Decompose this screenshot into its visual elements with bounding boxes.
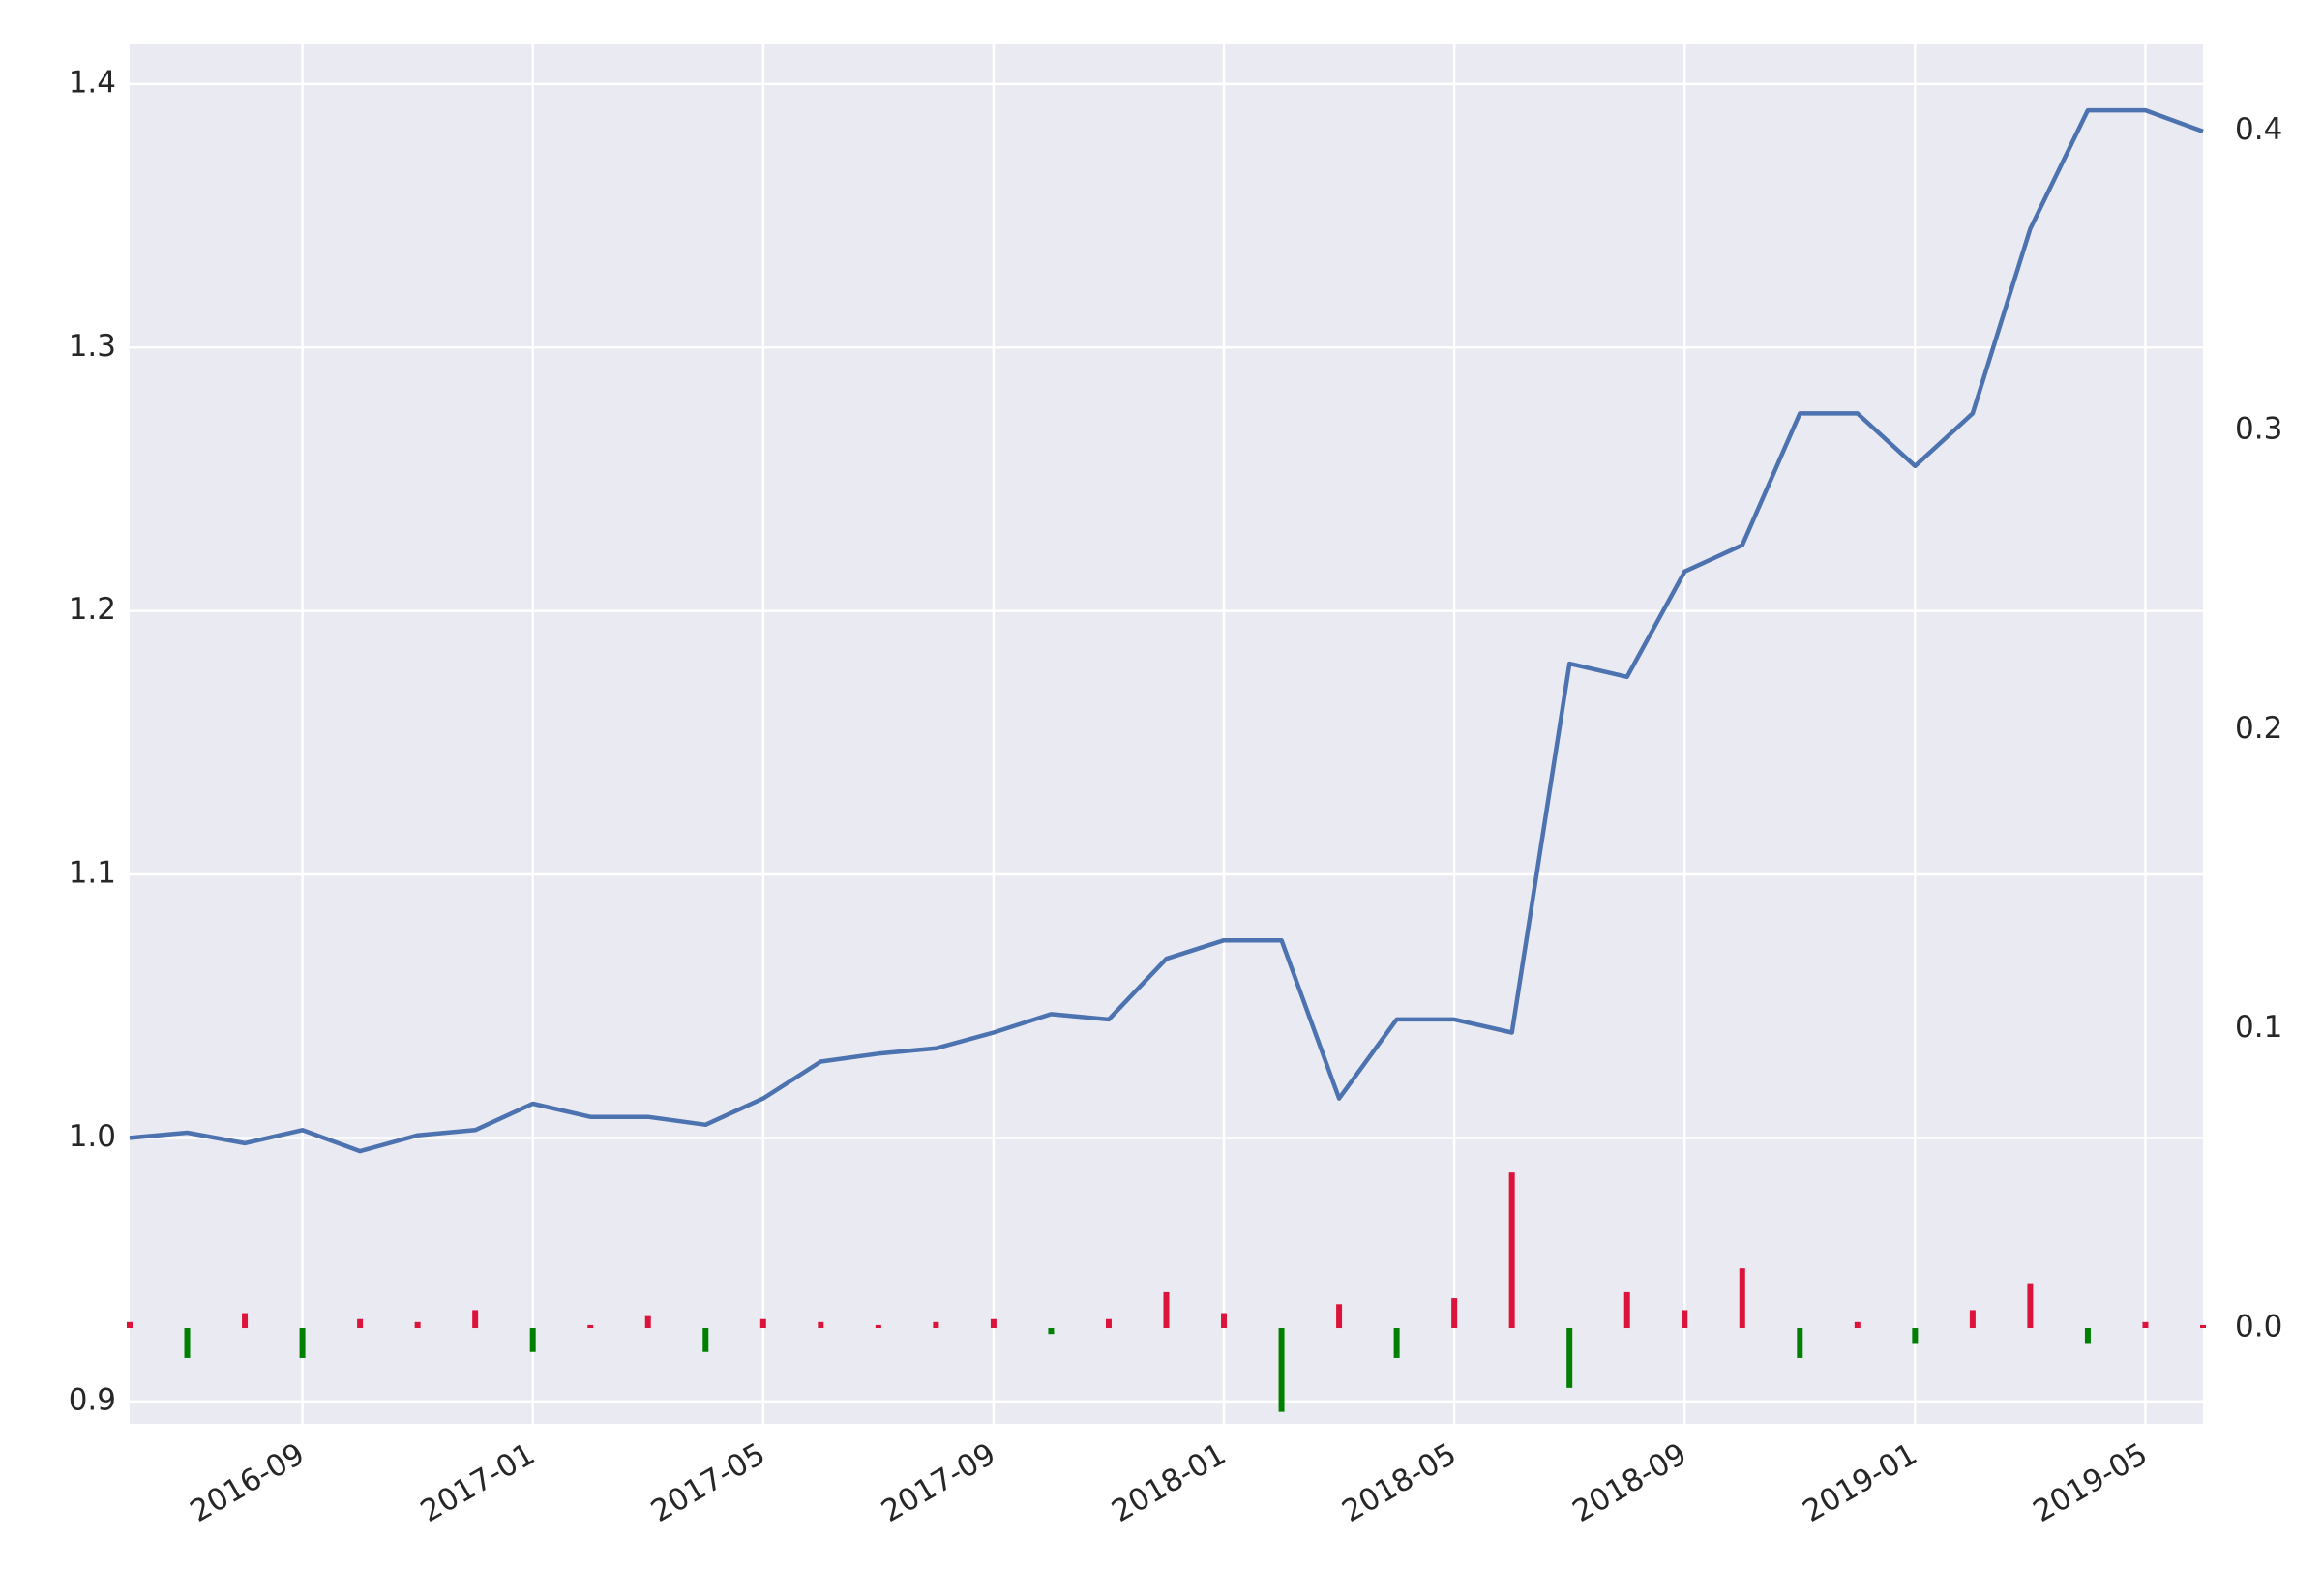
bar: [184, 1328, 191, 1358]
y2-tick-label: 0.0: [2235, 1310, 2282, 1345]
bar: [818, 1321, 824, 1329]
bar: [2084, 1328, 2091, 1344]
bar: [299, 1328, 306, 1358]
bar: [1854, 1321, 1861, 1329]
plot-area: [130, 44, 2203, 1424]
bar: [1566, 1328, 1573, 1388]
bar: [759, 1318, 766, 1329]
bar: [875, 1324, 881, 1329]
bar: [1508, 1172, 1515, 1329]
x-tick-label: 2017-09: [876, 1436, 1001, 1529]
x-tick-label: 2016-09: [185, 1436, 311, 1529]
x-tick-label: 2017-05: [645, 1436, 771, 1529]
y2-tick-label: 0.3: [2235, 412, 2282, 447]
y-tick-label: 1.4: [69, 65, 116, 100]
y-tick-label: 0.9: [69, 1382, 116, 1417]
y2-tick-label: 0.1: [2235, 1010, 2282, 1045]
bar: [2027, 1283, 2034, 1329]
bar: [1393, 1328, 1400, 1358]
x-tick-label: 2019-01: [1797, 1436, 1922, 1529]
bar: [2200, 1324, 2206, 1329]
bar: [990, 1318, 997, 1329]
bar: [472, 1310, 479, 1329]
y-tick-label: 1.0: [69, 1119, 116, 1154]
bar: [1912, 1328, 1919, 1344]
bar: [1623, 1291, 1630, 1329]
bar: [1163, 1291, 1170, 1329]
x-tick-label: 2018-09: [1566, 1436, 1692, 1529]
bar: [1797, 1328, 1803, 1358]
bar: [1105, 1318, 1112, 1329]
bar: [1682, 1310, 1688, 1329]
bar: [357, 1318, 364, 1329]
y-tick-label: 1.1: [69, 856, 116, 891]
x-tick-label: 2019-05: [2028, 1436, 2154, 1529]
bar: [933, 1321, 939, 1329]
bar: [1739, 1268, 1745, 1329]
bar: [644, 1315, 651, 1329]
x-tick-label: 2018-01: [1106, 1436, 1232, 1529]
bar: [702, 1328, 709, 1352]
line: [129, 107, 2204, 1154]
bar: [587, 1324, 594, 1329]
bar: [1221, 1313, 1228, 1329]
bar: [242, 1313, 249, 1329]
y-tick-label: 1.2: [69, 592, 116, 627]
bar: [529, 1328, 536, 1352]
bar: [1278, 1328, 1285, 1412]
bar: [414, 1321, 421, 1329]
bar: [127, 1321, 133, 1329]
bar: [1451, 1298, 1458, 1329]
x-tick-label: 2017-01: [415, 1436, 541, 1529]
x-tick-label: 2018-05: [1336, 1436, 1462, 1529]
bar: [1969, 1310, 1976, 1329]
bar: [1336, 1304, 1343, 1329]
bar: [2142, 1321, 2149, 1329]
bar: [1048, 1328, 1055, 1335]
y-tick-label: 1.3: [69, 329, 116, 364]
y2-tick-label: 0.2: [2235, 711, 2282, 746]
y2-tick-label: 0.4: [2235, 112, 2282, 147]
